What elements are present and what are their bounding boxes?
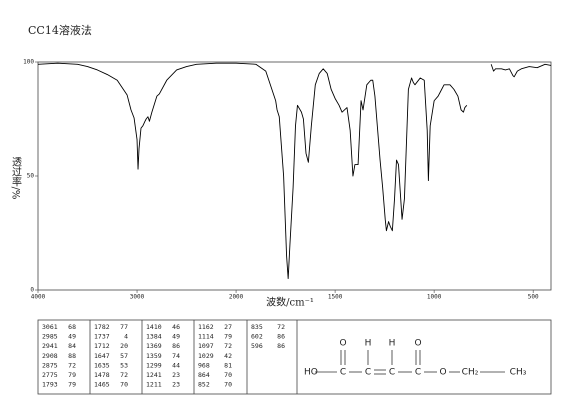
table-dividers <box>89 320 298 394</box>
structure-atom: CH₂ <box>462 368 479 378</box>
peak-transmittance: 79 <box>68 381 76 389</box>
peak-transmittance: 49 <box>172 333 180 341</box>
peak-transmittance: 74 <box>172 352 180 360</box>
peak-wavenumber: 1162 <box>198 323 214 331</box>
peak-wavenumber: 2775 <box>42 371 58 379</box>
table-frame <box>37 319 552 395</box>
structure-atom: HO <box>304 368 318 378</box>
peak-wavenumber: 1359 <box>146 352 162 360</box>
peak-transmittance: 81 <box>224 361 232 369</box>
peak-wavenumber: 1384 <box>146 333 162 341</box>
peak-transmittance: 44 <box>172 361 180 369</box>
peak-transmittance: 4 <box>124 333 128 341</box>
structure-atom: O <box>414 339 421 349</box>
peak-transmittance: 86 <box>277 333 285 341</box>
x-axis-label: 波数/cm⁻¹ <box>266 296 314 309</box>
peak-transmittance: 72 <box>224 342 232 350</box>
x-tick-label: 1500 <box>328 294 343 301</box>
peak-transmittance: 27 <box>224 323 232 331</box>
y-axis-label: 透过率/% <box>10 156 22 199</box>
peak-transmittance: 57 <box>120 352 128 360</box>
peak-wavenumber: 1478 <box>94 371 110 379</box>
peak-wavenumber: 1647 <box>94 352 110 360</box>
peak-transmittance: 86 <box>277 342 285 350</box>
peak-wavenumber: 864 <box>198 371 210 379</box>
peak-wavenumber: 835 <box>251 323 263 331</box>
peak-wavenumber: 1299 <box>146 361 162 369</box>
structure-atom: H <box>389 339 396 349</box>
peak-transmittance: 53 <box>120 361 128 369</box>
x-tick-label: 2000 <box>229 294 244 301</box>
peak-transmittance: 84 <box>68 342 76 350</box>
structure-bonds <box>315 350 505 375</box>
chart-title: CC14溶液法 <box>28 23 92 37</box>
peak-wavenumber: 1114 <box>198 333 214 341</box>
structure-atom: C <box>389 368 395 378</box>
peak-wavenumber: 1465 <box>94 381 110 389</box>
y-tick-label: 0 <box>30 287 34 294</box>
peak-transmittance: 70 <box>120 381 128 389</box>
peak-transmittance: 72 <box>277 323 285 331</box>
peak-wavenumber: 1712 <box>94 342 110 350</box>
peak-wavenumber: 1635 <box>94 361 110 369</box>
structure-atom: CH₃ <box>510 368 527 378</box>
peak-wavenumber: 1410 <box>146 323 162 331</box>
peak-transmittance: 49 <box>68 333 76 341</box>
structure-atom: C <box>365 368 371 378</box>
structure-atom: C <box>415 368 421 378</box>
structure-atom: C <box>340 368 346 378</box>
peak-wavenumber: 3061 <box>42 323 58 331</box>
x-tick-label: 1000 <box>427 294 442 301</box>
peak-transmittance: 77 <box>120 323 128 331</box>
peak-wavenumber: 1097 <box>198 342 214 350</box>
peak-wavenumber: 2941 <box>42 342 58 350</box>
x-tick-label: 500 <box>528 294 539 301</box>
peak-wavenumber: 2875 <box>42 361 58 369</box>
peak-transmittance: 70 <box>224 371 232 379</box>
plot-frame <box>37 61 552 291</box>
peak-transmittance: 79 <box>68 371 76 379</box>
peak-wavenumber: 2908 <box>42 352 58 360</box>
peak-transmittance: 79 <box>224 333 232 341</box>
peak-wavenumber: 1211 <box>146 381 162 389</box>
peak-wavenumber: 2985 <box>42 333 58 341</box>
peak-wavenumber: 1241 <box>146 371 162 379</box>
peak-wavenumber: 1782 <box>94 323 110 331</box>
peak-transmittance: 72 <box>120 371 128 379</box>
peak-transmittance: 70 <box>224 381 232 389</box>
peak-transmittance: 23 <box>172 371 180 379</box>
peak-wavenumber: 1793 <box>42 381 58 389</box>
peak-transmittance: 72 <box>68 361 76 369</box>
peak-wavenumber: 596 <box>251 342 263 350</box>
x-tick-label: 3000 <box>130 294 145 301</box>
peak-transmittance: 20 <box>120 342 128 350</box>
peak-transmittance: 86 <box>172 342 180 350</box>
peak-wavenumber: 1029 <box>198 352 214 360</box>
peak-transmittance: 42 <box>224 352 232 360</box>
x-tick-label: 4000 <box>31 294 46 301</box>
structure-atom: H <box>365 339 372 349</box>
peak-transmittance: 46 <box>172 323 180 331</box>
spectrum-line <box>37 62 552 280</box>
peak-wavenumber: 1369 <box>146 342 162 350</box>
peak-wavenumber: 1737 <box>94 333 110 341</box>
peak-wavenumber: 852 <box>198 381 210 389</box>
y-tick-label: 100 <box>23 59 34 66</box>
peak-wavenumber: 602 <box>251 333 263 341</box>
structure-atom: O <box>439 368 446 378</box>
peak-wavenumber: 968 <box>198 361 210 369</box>
y-tick-label: 50 <box>27 173 35 180</box>
structure-atom: O <box>339 339 346 349</box>
peak-transmittance: 88 <box>68 352 76 360</box>
peak-transmittance: 23 <box>172 381 180 389</box>
peak-transmittance: 68 <box>68 323 76 331</box>
